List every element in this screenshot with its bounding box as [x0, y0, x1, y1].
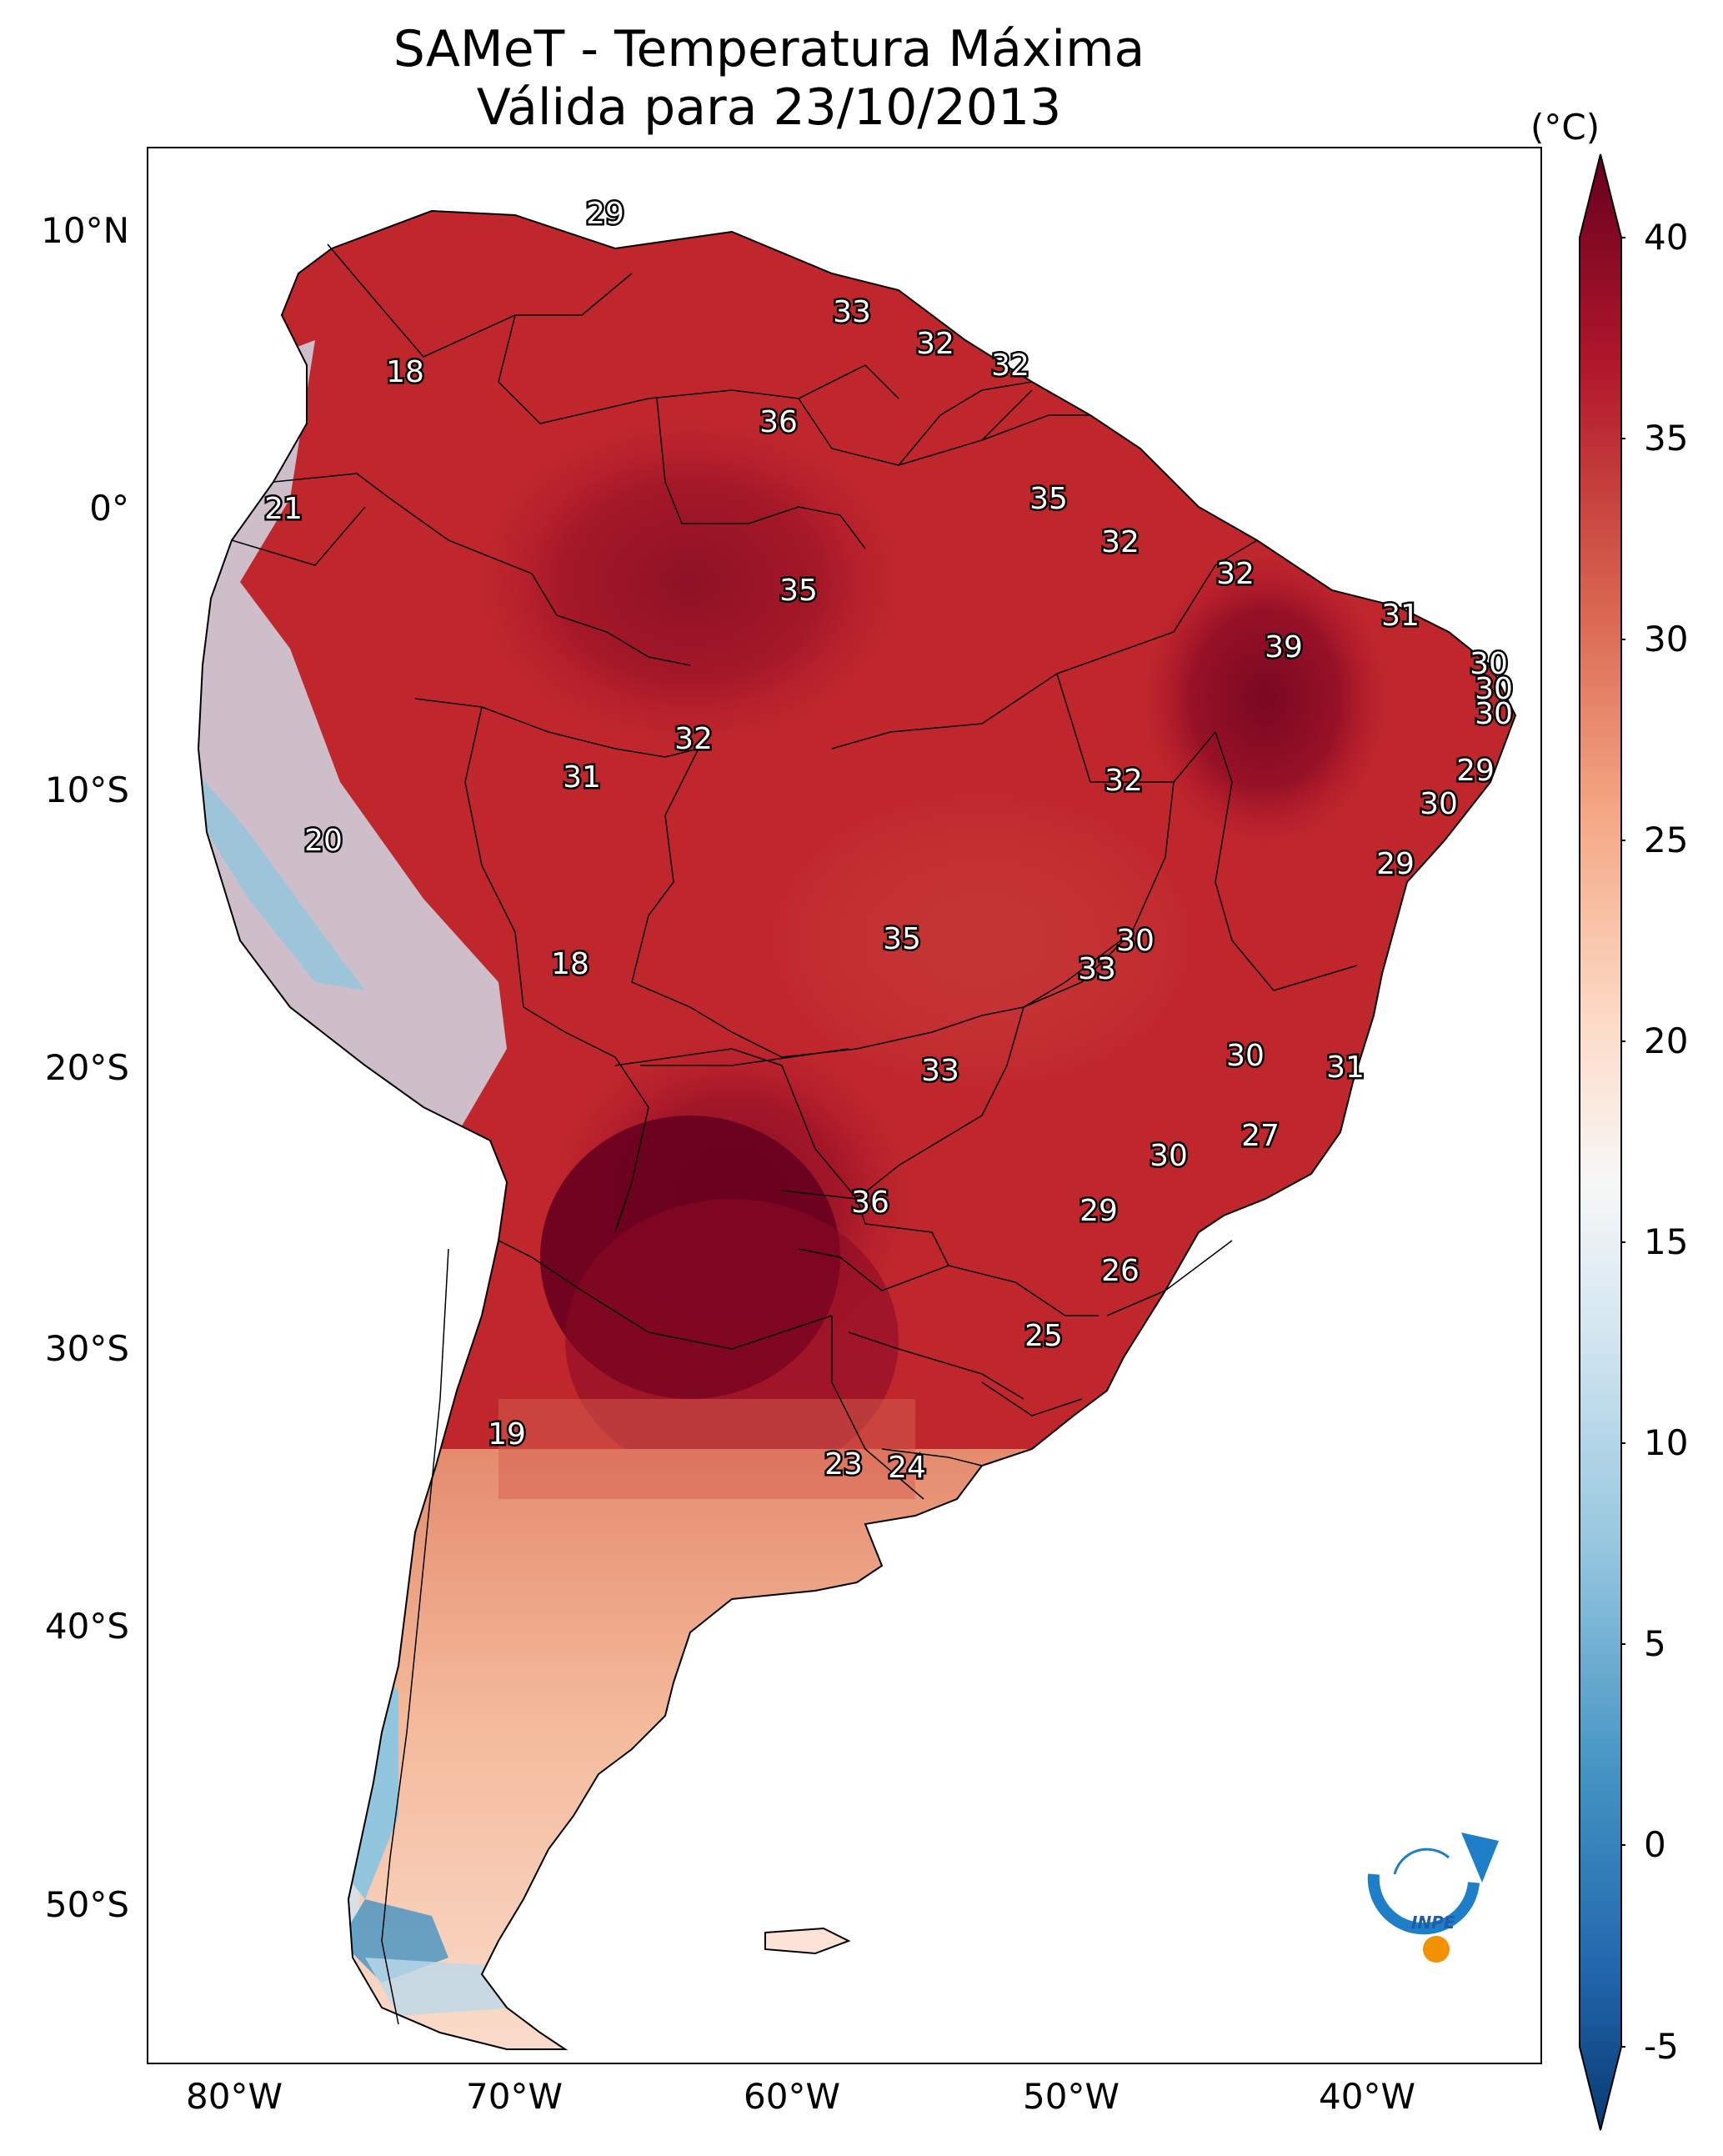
station-value-espirito-santo: 31: [1326, 1050, 1365, 1085]
colorbar-tick-25: 25: [1644, 820, 1689, 860]
lat-label-20s: 20°S: [44, 1047, 129, 1088]
station-value-salvador: 29: [1376, 847, 1415, 881]
lat-label-0: 0°: [89, 488, 129, 529]
station-value-guiana-2: 32: [916, 327, 954, 361]
lon-label-40w: 40°W: [1319, 2076, 1415, 2117]
station-value-montevideo: 24: [888, 1451, 926, 1485]
station-value-rio-grande-sul: 25: [1024, 1319, 1063, 1353]
station-value-belem: 32: [1101, 525, 1139, 559]
map-panel: INPE 29 33 32 32 18 36 35 21 32 32 35 31 39 30 30 30 32 3…: [147, 147, 1542, 2064]
falkland-islands: [764, 1927, 851, 1955]
colorbar-tick-15: 15: [1644, 1221, 1689, 1262]
station-value-maceio: 29: [1456, 754, 1495, 788]
station-value-amazonas: 35: [779, 574, 818, 608]
station-value-peru-andes: 20: [304, 824, 343, 858]
station-value-goias-1: 30: [1116, 924, 1155, 958]
station-value-guiana-1: 33: [833, 295, 871, 329]
lon-label-70w: 70°W: [466, 2076, 563, 2117]
lon-label-80w: 80°W: [186, 2076, 283, 2117]
station-value-aracaju: 30: [1420, 787, 1458, 821]
colorbar-unit: (°C): [1530, 107, 1600, 148]
station-value-buenos-aires: 23: [824, 1447, 863, 1482]
station-value-mato-grosso-sul: 33: [921, 1054, 959, 1088]
lat-label-10s: 10°S: [44, 770, 129, 810]
colorbar-tick-5: 5: [1644, 1623, 1666, 1664]
station-value-acre-1: 32: [674, 722, 713, 756]
station-value-acre-2: 31: [563, 760, 601, 795]
inpe-logo: INPE: [1367, 1833, 1499, 1963]
station-value-ecuador: 21: [264, 492, 303, 526]
station-value-chile-central: 19: [488, 1417, 526, 1452]
station-value-natal: 30: [1470, 647, 1508, 681]
colorbar-tick-40: 40: [1644, 217, 1689, 258]
lat-label-10n: 10°N: [41, 210, 129, 251]
lat-label-50s: 50°S: [44, 1884, 129, 1925]
station-value-paraguay: 36: [851, 1186, 889, 1220]
inpe-logo-text: INPE: [1411, 1913, 1455, 1933]
station-value-maranhao-coast: 32: [1216, 557, 1255, 591]
station-value-recife: 30: [1475, 697, 1513, 731]
map-title: SAMeT - Temperatura Máxima: [393, 20, 1145, 78]
station-value-fortaleza: 31: [1381, 599, 1420, 633]
station-value-santa-catarina: 26: [1101, 1254, 1139, 1288]
station-value-amapa: 35: [1029, 482, 1068, 516]
lat-label-30s: 30°S: [44, 1328, 129, 1369]
lon-label-60w: 60°W: [744, 2076, 840, 2117]
station-value-minas: 30: [1226, 1039, 1265, 1073]
station-value-bolivia-andes: 18: [551, 947, 589, 981]
map-subtitle: Válida para 23/10/2013: [476, 78, 1062, 137]
lat-label-40s: 40°S: [44, 1606, 129, 1647]
station-value-tocantins: 32: [1104, 764, 1143, 798]
station-value-guiana-3: 32: [991, 348, 1029, 383]
station-value-colombia-andes: 18: [386, 355, 424, 389]
country-borders: [231, 243, 1358, 2025]
colorbar-tick-10: 10: [1644, 1422, 1689, 1463]
station-value-rio: 27: [1241, 1119, 1280, 1153]
station-value-joao-pessoa: 30: [1475, 672, 1513, 706]
station-value-piaui: 39: [1265, 630, 1303, 664]
station-value-goias-2: 33: [1078, 952, 1116, 986]
colorbar: [1579, 153, 1625, 2131]
station-value-caribbean-coast: 29: [586, 197, 624, 231]
colorbar-tick-30: 30: [1644, 619, 1689, 659]
station-value-roraima: 36: [759, 405, 798, 439]
colorbar-tick-0: 0: [1644, 1824, 1666, 1865]
lon-label-50w: 50°W: [1023, 2076, 1119, 2117]
station-value-sao-paulo: 30: [1150, 1139, 1188, 1173]
station-value-mato-grosso: 35: [883, 922, 921, 956]
colorbar-tick-minus5: -5: [1644, 2026, 1679, 2067]
colorbar-tick-35: 35: [1644, 418, 1689, 459]
colorbar-tick-20: 20: [1644, 1020, 1689, 1061]
station-value-parana: 29: [1079, 1194, 1118, 1228]
